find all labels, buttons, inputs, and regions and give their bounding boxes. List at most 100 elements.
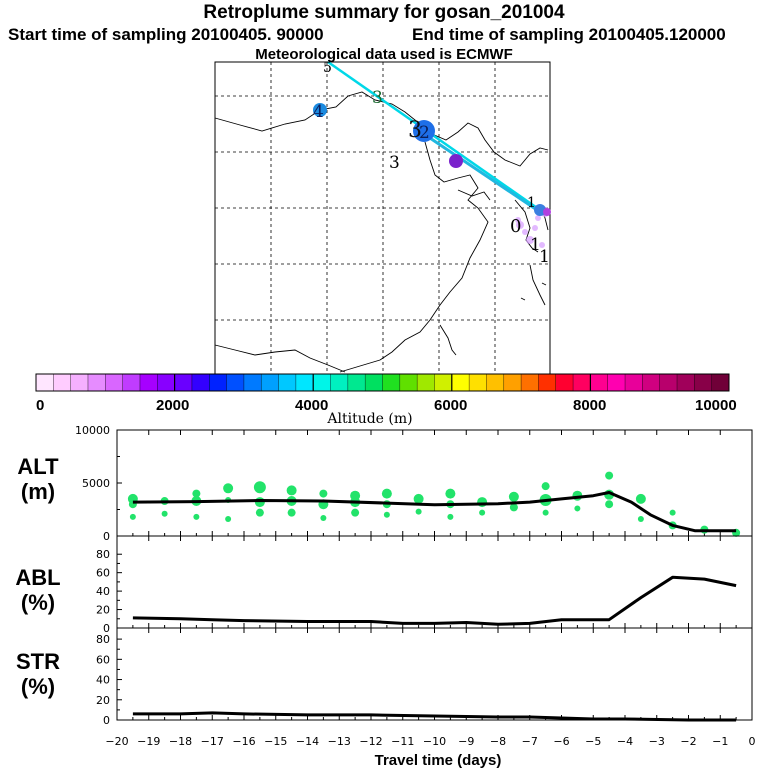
map-label: 1 bbox=[527, 195, 536, 211]
x-tick-label: −15 bbox=[264, 735, 287, 748]
x-tick-label: −9 bbox=[458, 735, 474, 748]
map-label: 0 bbox=[510, 216, 521, 237]
x-tick-label: −17 bbox=[201, 735, 224, 748]
colorbar-swatch bbox=[538, 374, 557, 391]
x-tick-label: −20 bbox=[105, 735, 128, 748]
abl-panel-title: ABL bbox=[15, 565, 60, 590]
colorbar-swatch bbox=[139, 374, 158, 391]
colorbar-swatch bbox=[451, 374, 470, 391]
colorbar-swatch bbox=[105, 374, 123, 391]
str-panel-title: STR bbox=[16, 649, 60, 674]
colorbar-swatch bbox=[694, 374, 712, 391]
scatter-point bbox=[253, 481, 266, 494]
alt-panel-unit: (m) bbox=[21, 479, 55, 504]
alt-panel-title: ALT bbox=[17, 454, 59, 479]
scatter-point bbox=[669, 509, 676, 516]
colorbar-swatch bbox=[382, 374, 401, 391]
scatter-point bbox=[254, 497, 265, 508]
colorbar-swatch bbox=[278, 374, 297, 391]
series-line bbox=[132, 575, 737, 626]
scatter-point bbox=[255, 508, 264, 517]
end-time-label: End time of sampling 20100405.120000 bbox=[412, 25, 726, 44]
y-tick-label: 10000 bbox=[75, 424, 110, 437]
map: 5 3 4 3 2 3 1 0 1 1 bbox=[214, 60, 551, 375]
colorbar-swatch bbox=[313, 374, 331, 391]
map-frame bbox=[214, 61, 551, 375]
scatter-point bbox=[286, 485, 297, 496]
colorbar-swatch bbox=[573, 374, 591, 391]
x-tick-label: −19 bbox=[137, 735, 160, 748]
scatter-point bbox=[479, 509, 486, 516]
y-tick-label: 40 bbox=[96, 585, 110, 598]
scatter-point bbox=[574, 505, 581, 512]
x-tick-label: −14 bbox=[296, 735, 319, 748]
x-tick-label: −3 bbox=[649, 735, 665, 748]
colorbar-swatch bbox=[122, 374, 141, 391]
colorbar-swatch bbox=[174, 374, 193, 391]
scatter-point bbox=[192, 489, 201, 498]
map-point-labels: 5 3 4 3 2 3 1 0 1 1 bbox=[313, 60, 550, 267]
scatter-point bbox=[287, 508, 296, 517]
start-time-label: Start time of sampling 20100405. 90000 bbox=[8, 25, 324, 44]
y-tick-label: 5000 bbox=[82, 477, 110, 490]
scatter-point bbox=[351, 508, 360, 517]
colorbar-tick: 2000 bbox=[156, 397, 189, 414]
scatter-point bbox=[541, 482, 550, 491]
colorbar-swatch bbox=[399, 374, 418, 391]
colorbar-swatch bbox=[365, 374, 383, 391]
colorbar-tick: 6000 bbox=[434, 397, 467, 414]
abl-panel-unit: (%) bbox=[21, 590, 55, 615]
x-axis-label: Travel time (days) bbox=[375, 752, 502, 768]
mean-trajectory-line-south bbox=[417, 128, 541, 214]
x-tick-label: −4 bbox=[617, 735, 633, 748]
scatter-point bbox=[161, 510, 168, 517]
scatter-point bbox=[193, 513, 200, 520]
panel-frame bbox=[116, 429, 753, 537]
x-tick-label: 0 bbox=[749, 735, 756, 748]
colorbar-label: Altitude (m) bbox=[326, 411, 412, 427]
map-label: 5 bbox=[323, 60, 332, 76]
colorbar-swatch bbox=[53, 374, 71, 391]
colorbar-swatch bbox=[434, 374, 453, 391]
scatter-point bbox=[508, 491, 519, 502]
mean-trajectory-line-north bbox=[327, 60, 541, 212]
y-tick-label: 80 bbox=[96, 548, 110, 561]
scatter-point bbox=[605, 500, 614, 509]
cluster-dot-2 bbox=[413, 120, 435, 142]
scatter-point bbox=[542, 509, 549, 516]
x-tick-label: −8 bbox=[490, 735, 506, 748]
cluster-dot-source bbox=[534, 204, 546, 216]
colorbar bbox=[35, 373, 730, 392]
y-tick-label: 0 bbox=[103, 530, 110, 543]
colorbar-swatch bbox=[226, 374, 245, 391]
colorbar-swatch bbox=[295, 374, 314, 391]
colorbar-swatch bbox=[191, 374, 210, 391]
scatter-point bbox=[445, 488, 456, 499]
cluster-dot-4 bbox=[313, 103, 327, 117]
scatter-point bbox=[320, 514, 327, 521]
panel-frame bbox=[116, 535, 753, 629]
x-tick-label: −11 bbox=[391, 735, 414, 748]
x-tick-label: −1 bbox=[712, 735, 728, 748]
str-panel-unit: (%) bbox=[21, 674, 55, 699]
colorbar-swatch bbox=[157, 374, 175, 391]
map-label: 4 bbox=[313, 102, 324, 122]
x-tick-label: −6 bbox=[553, 735, 569, 748]
x-tick-label: −5 bbox=[585, 735, 601, 748]
colorbar-swatch bbox=[486, 374, 505, 391]
y-tick-label: 60 bbox=[96, 567, 110, 580]
x-tick-label: −13 bbox=[328, 735, 351, 748]
map-label: 3 bbox=[389, 153, 400, 173]
y-tick-label: 20 bbox=[96, 604, 110, 617]
colorbar-tick: 8000 bbox=[573, 397, 606, 414]
colorbar-swatch bbox=[711, 374, 730, 391]
x-tick-label: −7 bbox=[522, 735, 538, 748]
colorbar-swatch bbox=[625, 374, 643, 391]
colorbar-swatch bbox=[677, 374, 695, 391]
scatter-point bbox=[350, 490, 361, 501]
y-tick-label: 0 bbox=[103, 622, 110, 635]
colorbar-swatch bbox=[503, 374, 522, 391]
map-graticule bbox=[215, 62, 550, 374]
scatter-point bbox=[415, 508, 422, 515]
scatter-point bbox=[447, 513, 454, 520]
